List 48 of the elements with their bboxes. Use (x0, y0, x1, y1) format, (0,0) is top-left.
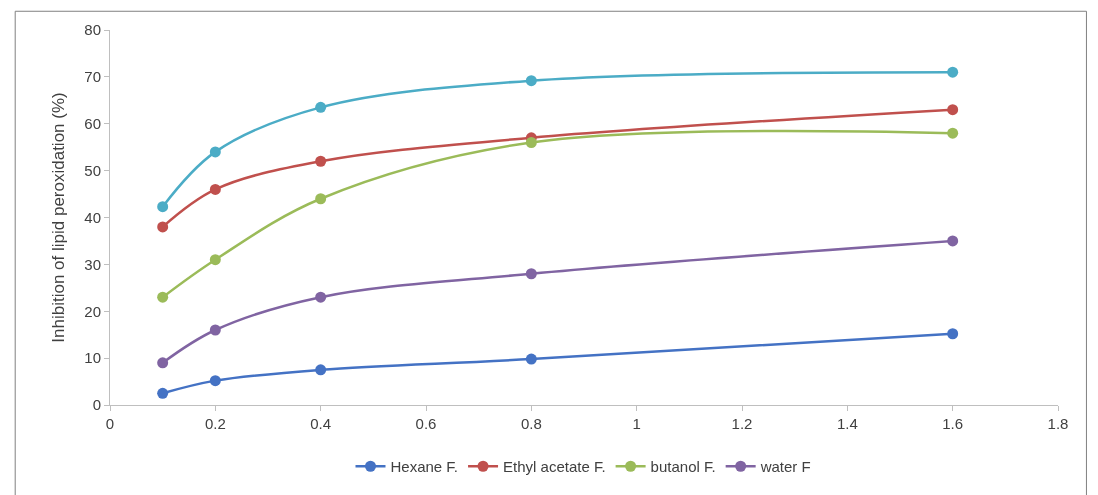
point (209, 375, 221, 387)
point (525, 75, 537, 87)
y-tick-label: 30 (84, 255, 101, 273)
y-tick-label: 20 (84, 302, 101, 320)
y-axis-title: Inhibition of lipid peroxidation (%) (48, 92, 68, 343)
x-tick-label: 0.8 (520, 415, 542, 432)
point (947, 66, 959, 78)
x-tick-label: 0.2 (204, 415, 226, 432)
point (947, 104, 959, 116)
x-tick-label: 0.6 (415, 415, 437, 432)
point (209, 254, 221, 266)
point (209, 324, 221, 336)
point (157, 387, 169, 399)
y-tick-label: 60 (84, 115, 101, 132)
y-tick-label: 0 (92, 396, 101, 414)
point (947, 328, 959, 340)
legend-label: Hexane F. (390, 458, 459, 476)
point (315, 155, 327, 167)
point (157, 357, 169, 369)
point (315, 364, 327, 376)
point (525, 353, 537, 365)
point (315, 101, 327, 113)
x-tick-label: 1.2 (731, 415, 753, 432)
point (315, 291, 327, 303)
y-tick-label: 50 (84, 161, 101, 179)
point (315, 193, 327, 205)
point (525, 268, 537, 280)
y-tick-label: 10 (84, 349, 101, 367)
x-tick-label: 1.8 (1047, 415, 1069, 432)
point (947, 127, 959, 139)
x-tick-label: 0.4 (310, 415, 332, 432)
y-tick-label: 70 (84, 68, 101, 86)
legend-label: butanol F. (650, 458, 716, 476)
legend-label: water F (759, 458, 811, 476)
legend-label: Ethyl acetate F. (503, 458, 606, 476)
point (525, 137, 537, 148)
point (157, 201, 169, 213)
x-tick-label: 1.4 (836, 415, 858, 432)
x-tick-label: 1 (632, 415, 641, 432)
x-tick-label: 1.6 (942, 415, 964, 432)
y-tick-label: 40 (84, 208, 101, 226)
y-tick-label: 80 (84, 21, 101, 39)
point (947, 235, 959, 247)
point (209, 146, 221, 158)
point (209, 183, 221, 195)
point (157, 221, 169, 233)
point (157, 291, 169, 303)
x-tick-label: 0 (105, 415, 115, 432)
